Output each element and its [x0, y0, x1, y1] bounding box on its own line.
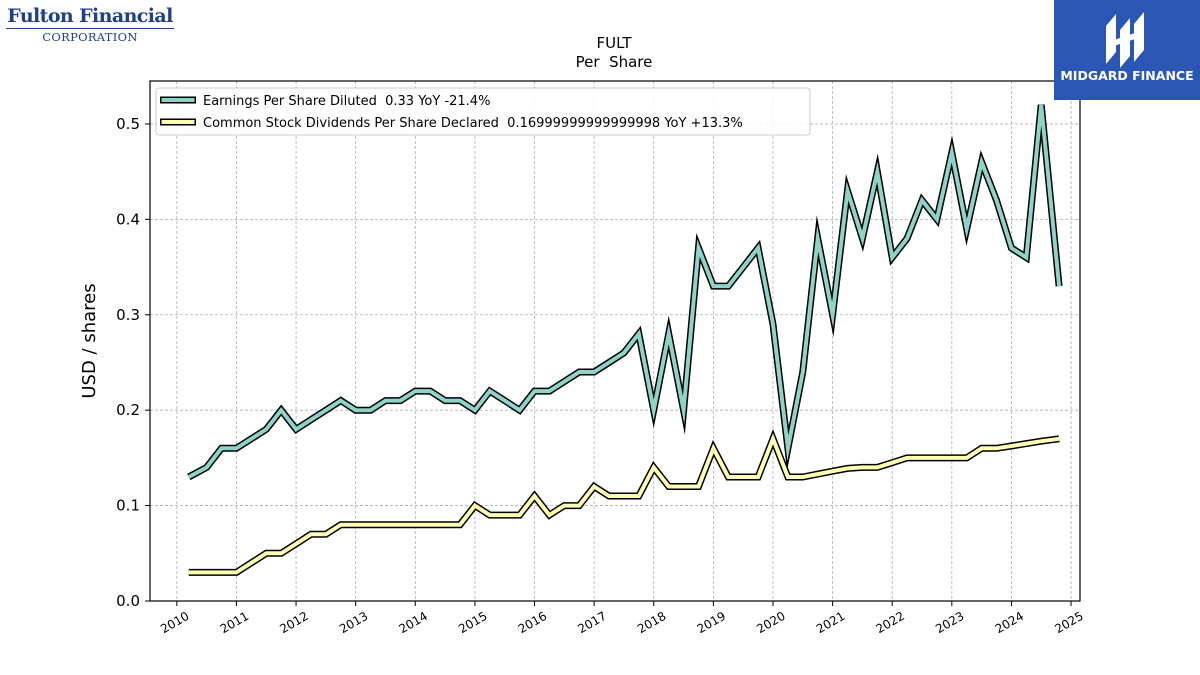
fulton-logo-sub: CORPORATION [42, 30, 138, 44]
x-tick-label: 2022 [873, 609, 906, 636]
series-layer [187, 104, 1063, 576]
chart-subtitle: Per Share [576, 53, 653, 71]
x-axis: 2010 2011 2012 2013 2014 2015 2016 2017 2018 2019… [158, 601, 1086, 636]
y-tick-label: 0.1 [116, 497, 140, 515]
y-tick-label: 0.5 [116, 115, 140, 133]
y-axis: 0.0 0.1 0.2 0.3 0.4 0.5 [116, 115, 150, 610]
y-tick-label: 0.2 [116, 401, 140, 419]
plot-frame [149, 80, 1081, 602]
x-tick-label: 2021 [814, 609, 847, 636]
legend-entry: Earnings Per Share Diluted 0.33 YoY -21.… [160, 94, 490, 109]
x-tick-label: 2023 [933, 609, 966, 636]
chart-title: FULT [596, 34, 632, 52]
x-tick-label: 2010 [158, 609, 191, 636]
x-tick-label: 2014 [397, 609, 430, 636]
y-tick-label: 0.3 [116, 306, 140, 324]
fulton-financial-logo: Fulton Financial CORPORATION [6, 5, 174, 44]
series-1 [188, 429, 1060, 576]
y-axis-label: USD / shares [79, 283, 100, 398]
plot-area [150, 81, 1080, 601]
fulton-logo-name: Fulton Financial [7, 5, 173, 27]
x-tick-label: 2011 [218, 609, 251, 636]
x-tick-label: 2016 [516, 609, 549, 636]
x-tick-label: 2024 [993, 609, 1026, 636]
midgard-logo-name: MIDGARD FINANCE [1060, 68, 1194, 83]
x-tick-label: 2020 [754, 609, 787, 636]
legend-box [155, 87, 811, 136]
legend: Earnings Per Share Diluted 0.33 YoY -21.… [155, 87, 811, 136]
x-tick-label: 2019 [695, 609, 728, 636]
series-0 [187, 104, 1063, 481]
x-tick-label: 2018 [635, 609, 668, 636]
legend-entry: Common Stock Dividends Per Share Declare… [160, 116, 743, 131]
x-tick-label: 2017 [575, 609, 608, 636]
midgard-logo-icon [1106, 12, 1144, 68]
series-line [187, 104, 1062, 479]
y-tick-label: 0.0 [116, 592, 140, 610]
midgard-finance-logo: MIDGARD FINANCE [1054, 0, 1200, 100]
x-tick-label: 2025 [1052, 609, 1085, 636]
x-tick-label: 2013 [337, 609, 370, 636]
y-tick-label: 0.4 [116, 210, 140, 228]
x-tick-label: 2015 [456, 609, 489, 636]
legend-label: Common Stock Dividends Per Share Declare… [203, 116, 743, 131]
series-line [188, 433, 1060, 575]
legend-label: Earnings Per Share Diluted 0.33 YoY -21.… [203, 94, 490, 109]
x-tick-label: 2012 [277, 609, 310, 636]
fulton-logo-rule [6, 28, 174, 29]
